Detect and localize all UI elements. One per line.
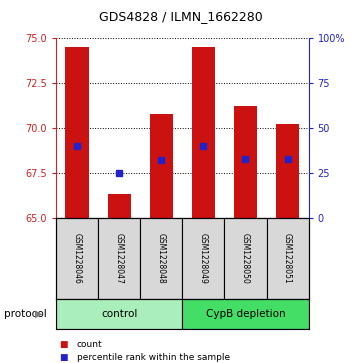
- Bar: [192, 47, 215, 218]
- Bar: [150, 114, 173, 218]
- Text: count: count: [77, 340, 103, 349]
- Text: GSM1228051: GSM1228051: [283, 233, 292, 284]
- Bar: [234, 106, 257, 218]
- Bar: [108, 195, 131, 218]
- Text: GSM1228046: GSM1228046: [73, 233, 82, 284]
- Text: ■: ■: [60, 340, 68, 349]
- Bar: [182, 218, 225, 299]
- Bar: [276, 125, 299, 218]
- Bar: [266, 218, 309, 299]
- Bar: [98, 218, 140, 299]
- Text: GDS4828 / ILMN_1662280: GDS4828 / ILMN_1662280: [99, 10, 262, 23]
- Text: GSM1228049: GSM1228049: [199, 233, 208, 284]
- Bar: [182, 299, 309, 329]
- Text: GSM1228048: GSM1228048: [157, 233, 166, 284]
- Text: GSM1228050: GSM1228050: [241, 233, 250, 284]
- Text: protocol: protocol: [4, 309, 46, 319]
- Text: CypB depletion: CypB depletion: [206, 309, 285, 319]
- Text: GSM1228047: GSM1228047: [115, 233, 123, 284]
- Bar: [225, 218, 266, 299]
- Bar: [65, 47, 88, 218]
- Bar: [56, 218, 98, 299]
- Text: percentile rank within the sample: percentile rank within the sample: [77, 353, 230, 362]
- Bar: [140, 218, 182, 299]
- Text: control: control: [101, 309, 137, 319]
- Text: ■: ■: [60, 353, 68, 362]
- Bar: [56, 299, 182, 329]
- Text: ▶: ▶: [35, 309, 43, 319]
